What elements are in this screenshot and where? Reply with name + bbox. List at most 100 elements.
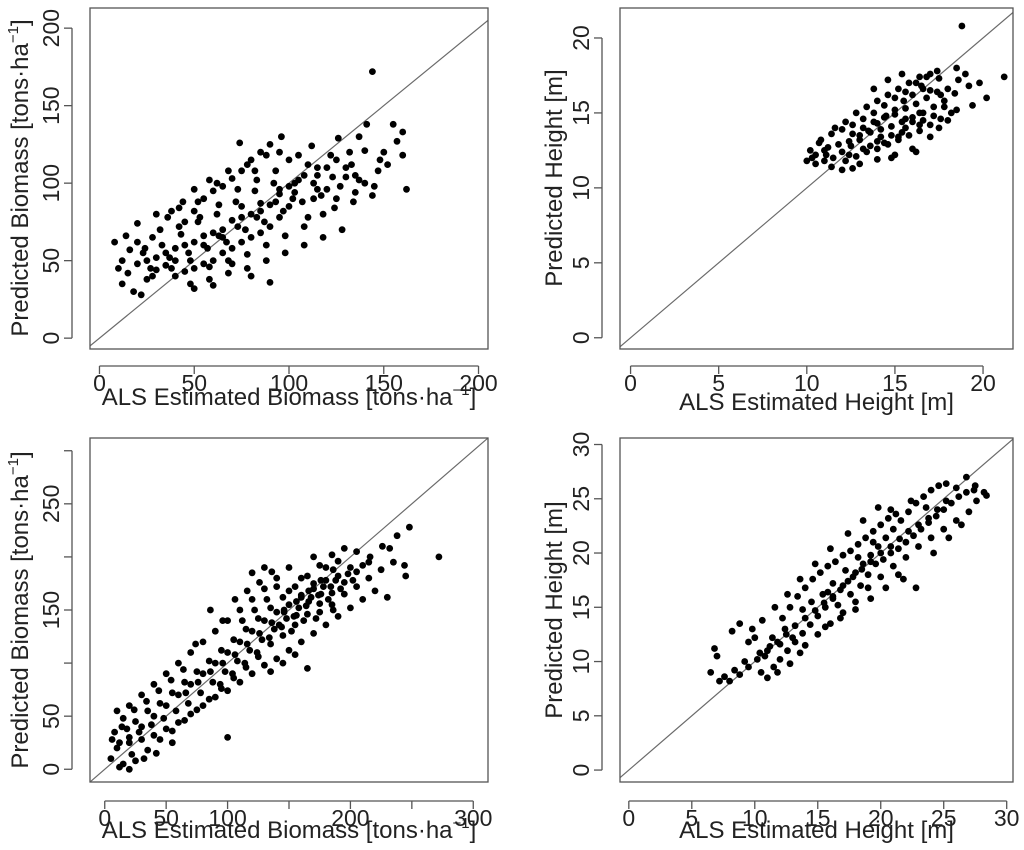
data-point: [231, 651, 239, 658]
data-point: [902, 115, 909, 123]
data-point: [297, 591, 305, 599]
x-axis-title: ALS Estimated Biomass [tons·ha−1]: [102, 382, 477, 411]
data-point: [247, 210, 255, 218]
data-point: [393, 532, 401, 540]
data-point: [209, 257, 217, 264]
data-point: [403, 185, 410, 193]
data-point: [267, 604, 274, 612]
data-point: [113, 744, 121, 752]
data-point: [162, 670, 170, 678]
x-axis-title: ALS Estimated Height [m]: [679, 817, 954, 844]
x-tick-label: 150: [365, 370, 403, 396]
data-point: [887, 543, 895, 550]
data-point: [125, 734, 133, 741]
data-point: [182, 689, 190, 697]
data-point: [916, 127, 923, 135]
data-point: [344, 570, 352, 578]
data-point: [295, 151, 302, 159]
data-point: [963, 473, 970, 481]
data-point: [854, 540, 862, 548]
data-point: [135, 728, 143, 736]
data-point: [334, 557, 342, 565]
data-point: [338, 226, 346, 234]
data-point: [983, 94, 990, 102]
data-point: [736, 671, 744, 678]
data-point: [243, 161, 251, 169]
data-point: [828, 163, 835, 171]
data-point: [884, 514, 892, 522]
data-point: [234, 223, 242, 231]
data-point: [895, 85, 902, 93]
data-point: [867, 551, 875, 559]
data-point: [317, 576, 325, 584]
data-point: [953, 106, 960, 114]
data-point: [940, 525, 948, 533]
data-point: [221, 668, 229, 675]
data-point: [821, 157, 828, 165]
data-point: [319, 210, 327, 218]
data-point: [107, 755, 115, 762]
data-point: [369, 68, 376, 75]
data-point: [288, 627, 295, 635]
data-point: [111, 238, 118, 246]
y-tick-label: 0: [38, 332, 64, 345]
data-points: [107, 523, 443, 773]
data-point: [310, 580, 317, 587]
data-point: [167, 676, 175, 684]
data-point: [898, 70, 906, 78]
data-point: [1000, 73, 1008, 81]
x-axis-title: ALS Estimated Biomass [tons·ha−1]: [102, 815, 477, 844]
data-point: [236, 638, 244, 646]
data-point: [328, 601, 336, 609]
data-point: [334, 613, 342, 620]
x-tick-label: 200: [331, 805, 369, 831]
data-point: [889, 562, 897, 570]
y-tick-label: 150: [38, 86, 64, 124]
data-point: [934, 506, 941, 513]
data-point: [870, 109, 878, 117]
data-point: [266, 141, 274, 148]
data-point: [228, 244, 236, 252]
data-point: [281, 249, 289, 257]
data-point: [134, 238, 141, 246]
data-point: [940, 103, 948, 111]
data-point: [882, 584, 890, 592]
data-point: [782, 631, 790, 638]
data-point: [379, 542, 386, 550]
y-tick-label: 25: [568, 486, 594, 512]
data-point: [937, 115, 945, 123]
x-tick-label: 10: [742, 805, 768, 831]
data-point: [116, 763, 123, 771]
y-axis: 0 50 100 150 200: [38, 9, 73, 345]
data-point: [842, 157, 849, 165]
data-point: [128, 751, 136, 758]
data-point: [340, 590, 348, 598]
data-point: [297, 638, 305, 646]
data-point: [118, 280, 126, 288]
data-point: [880, 102, 888, 109]
data-point: [916, 73, 923, 81]
data-point: [838, 148, 846, 156]
data-point: [205, 657, 213, 665]
y-tick-label: 5: [568, 256, 594, 269]
data-point: [261, 585, 268, 593]
data-point: [808, 598, 815, 606]
data-point: [185, 249, 193, 257]
data-point: [138, 723, 146, 731]
data-point: [224, 734, 232, 741]
data-point: [355, 176, 363, 184]
y-tick-label: 0: [568, 331, 594, 344]
data-point: [207, 668, 214, 675]
data-point: [877, 573, 885, 581]
data-point: [828, 130, 835, 138]
data-point: [130, 288, 138, 295]
data-point: [834, 601, 842, 609]
data-point: [842, 567, 849, 574]
y-axis-title: Predicted Height [m]: [541, 501, 568, 718]
data-point: [119, 714, 127, 722]
data-point: [839, 551, 847, 559]
data-points: [803, 22, 1008, 174]
plot-frame: [89, 7, 489, 350]
x-tick-label: 15: [805, 805, 831, 831]
data-point: [164, 213, 172, 221]
